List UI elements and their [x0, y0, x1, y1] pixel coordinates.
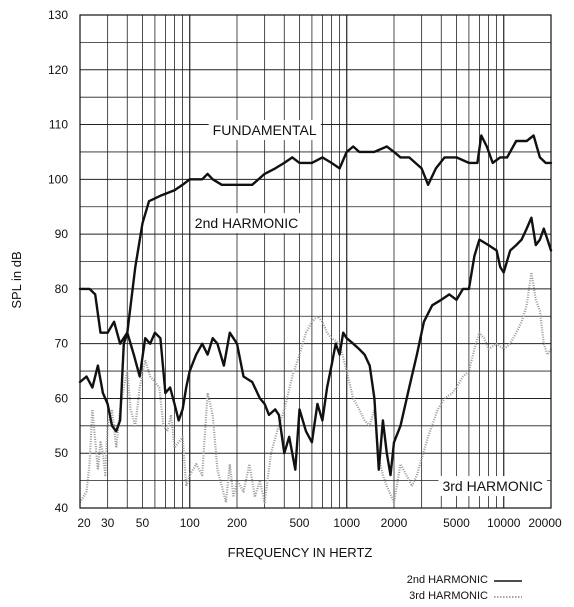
annotation-box: [190, 213, 303, 234]
annotation-text: 3rd HARMONIC: [442, 478, 542, 494]
series-line-second: [78, 216, 553, 477]
annotations: FUNDAMENTAL 2nd HARMONIC 3rd HARMONIC: [190, 120, 547, 497]
y-axis-label: SPL in dB: [9, 251, 24, 308]
y-tick-label: 80: [55, 282, 69, 296]
y-tick-label: 40: [55, 501, 69, 515]
plot-frame: [79, 14, 552, 509]
annotation-1: 2nd HARMONIC: [190, 213, 303, 234]
x-tick-label: 10000: [487, 516, 521, 530]
x-tick-label: 20: [77, 516, 91, 530]
y-tick-label: 50: [55, 446, 69, 460]
y-tick-label: 100: [48, 172, 68, 186]
legend-label-second-harmonic: 2nd HARMONIC: [407, 574, 488, 586]
annotation-text: FUNDAMENTAL: [213, 122, 317, 138]
annotation-2: 3rd HARMONIC: [438, 476, 547, 497]
x-tick-label: 20000: [528, 516, 562, 530]
annotation-box: [208, 120, 321, 141]
legend-label-third-harmonic: 3rd HARMONIC: [409, 590, 488, 602]
x-tick-label: 100: [180, 516, 200, 530]
y-tick-label: 110: [49, 118, 68, 132]
legend: 2nd HARMONIC 3rd HARMONIC: [407, 574, 522, 602]
annotation-0: FUNDAMENTAL: [208, 120, 321, 141]
x-tick-label: 500: [289, 516, 309, 530]
x-tick-label: 30: [101, 516, 115, 530]
y-tick-label: 60: [55, 391, 69, 405]
y-tick-label: 90: [55, 227, 69, 241]
y-tick-label: 120: [48, 63, 68, 77]
y-tick-label: 70: [55, 337, 69, 351]
annotation-box: [438, 476, 547, 497]
x-axis-label: FREQUENCY IN HERTZ: [228, 545, 373, 560]
x-tick-label: 200: [227, 516, 247, 530]
y-tick-label: 130: [48, 8, 68, 22]
x-tick-label: 1000: [333, 516, 360, 530]
annotation-text: 2nd HARMONIC: [195, 215, 298, 231]
series-line-fundamental: [78, 134, 553, 345]
chart-series-layer: [78, 134, 553, 504]
tick-labels: 40 50 60 70 80 90 100 110 120 130 20 30 50 100 200 500 1…: [48, 8, 562, 530]
x-tick-label: 5000: [443, 516, 470, 530]
x-tick-label: 50: [136, 516, 150, 530]
x-tick-label: 2000: [381, 516, 408, 530]
